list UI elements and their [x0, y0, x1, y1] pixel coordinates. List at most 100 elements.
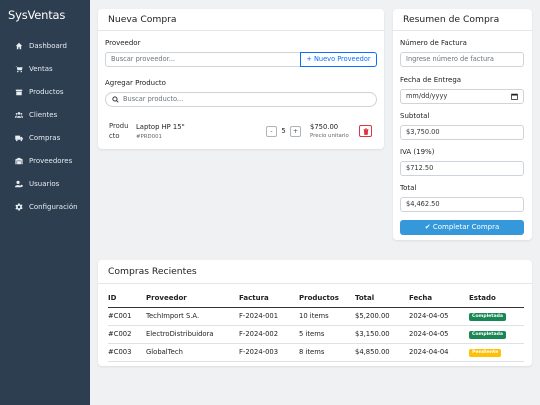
- completar-compra-label: Completar Compra: [432, 223, 500, 231]
- warehouse-icon: [14, 156, 23, 165]
- calendar-icon[interactable]: [511, 93, 518, 100]
- iva-label: IVA (19%): [400, 148, 435, 156]
- cell-total: $3,150.00: [355, 325, 409, 344]
- sidebar-item-clientes[interactable]: Clientes: [0, 103, 90, 126]
- sidebar-item-label: Clientes: [29, 110, 58, 119]
- fecha-label: Fecha de Entrega: [400, 76, 462, 84]
- total-field: $4,462.50: [400, 197, 524, 212]
- cell-estado: Completada: [469, 307, 524, 326]
- sidebar-item-ventas[interactable]: Ventas: [0, 57, 90, 80]
- resumen-title: Resumen de Compra: [393, 9, 532, 31]
- sidebar-item-label: Usuarios: [29, 179, 60, 188]
- product-price-note: Precio unitario: [310, 133, 349, 139]
- nueva-compra-card: Nueva Compra Proveedor Buscar proveedor.…: [98, 9, 384, 149]
- status-badge: Completada: [469, 313, 506, 321]
- cell-total: $5,200.00: [355, 307, 409, 326]
- fecha-entrega-input[interactable]: mm/dd/yyyy: [400, 89, 524, 104]
- col-header-factura: Factura: [239, 289, 299, 308]
- compras-recientes-title: Compras Recientes: [98, 260, 532, 284]
- iva-field: $712.50: [400, 161, 524, 176]
- product-item: Producto Laptop HP 15" #PRD001 - 5 + $75…: [105, 119, 377, 145]
- cell-factura: F-2024-002: [239, 325, 299, 344]
- sidebar-item-compras[interactable]: Compras: [0, 126, 90, 149]
- cell-productos: 8 items: [299, 343, 355, 362]
- col-header-fecha: Fecha: [409, 289, 469, 308]
- qty-minus-button[interactable]: -: [266, 126, 277, 137]
- cell-productos: 10 items: [299, 307, 355, 326]
- home-icon: [14, 41, 23, 50]
- sidebar-item-label: Compras: [29, 133, 61, 142]
- producto-search-input[interactable]: Buscar producto...: [105, 92, 377, 107]
- product-name: Laptop HP 15": [136, 123, 185, 131]
- table-header-row: ID Proveedor Factura Productos Total Fec…: [108, 289, 524, 308]
- nuevo-proveedor-button[interactable]: + Nuevo Proveedor: [300, 52, 377, 67]
- sidebar-item-label: Dashboard: [29, 41, 67, 50]
- factura-label: Número de Factura: [400, 39, 467, 47]
- cell-estado: Pendiente: [469, 343, 524, 362]
- col-header-productos: Productos: [299, 289, 355, 308]
- product-price: $750.00: [310, 123, 339, 131]
- sidebar: SysVentas Dashboard Ventas Productos Cli…: [0, 0, 90, 405]
- sidebar-item-label: Configuración: [29, 202, 78, 211]
- fecha-value: mm/dd/yyyy: [406, 92, 448, 100]
- users-icon: [14, 110, 23, 119]
- search-icon: [112, 96, 119, 103]
- cell-fecha: 2024-04-05: [409, 325, 469, 344]
- trash-icon: [362, 127, 369, 135]
- sidebar-item-usuarios[interactable]: Usuarios: [0, 172, 90, 195]
- completar-compra-button[interactable]: ✔ Completar Compra: [400, 220, 524, 235]
- sidebar-item-label: Proveedores: [29, 156, 73, 165]
- proveedor-label: Proveedor: [105, 39, 141, 47]
- cell-estado: Completada: [469, 325, 524, 344]
- cell-factura: F-2024-003: [239, 343, 299, 362]
- sidebar-item-productos[interactable]: Productos: [0, 80, 90, 103]
- factura-input[interactable]: Ingrese número de factura: [400, 52, 524, 67]
- col-header-proveedor: Proveedor: [146, 289, 239, 308]
- col-header-estado: Estado: [469, 289, 524, 308]
- cell-productos: 5 items: [299, 325, 355, 344]
- cell-proveedor: TechImport S.A.: [146, 307, 239, 326]
- total-label: Total: [400, 184, 417, 192]
- table-row[interactable]: #C003 GlobalTech F-2024-003 8 items $4,8…: [108, 343, 524, 362]
- producto-search-placeholder: Buscar producto...: [123, 95, 184, 103]
- qty-value[interactable]: 5: [281, 127, 286, 135]
- cell-fecha: 2024-04-04: [409, 343, 469, 362]
- cell-factura: F-2024-001: [239, 307, 299, 326]
- status-badge: Completada: [469, 331, 506, 339]
- agregar-producto-label: Agregar Producto: [105, 79, 166, 87]
- compras-recientes-card: Compras Recientes ID Proveedor Factura P…: [98, 260, 532, 366]
- cell-id: #C003: [108, 343, 146, 362]
- cell-id: #C001: [108, 307, 146, 326]
- box-icon: [14, 87, 23, 96]
- gear-icon: [14, 202, 23, 211]
- sidebar-item-label: Ventas: [29, 64, 53, 73]
- delete-item-button[interactable]: [359, 125, 372, 137]
- proveedor-search-input[interactable]: Buscar proveedor...: [105, 52, 301, 67]
- sidebar-item-configuracion[interactable]: Configuración: [0, 195, 90, 218]
- nueva-compra-title: Nueva Compra: [98, 9, 384, 31]
- resumen-card: Resumen de Compra Número de Factura Ingr…: [393, 9, 532, 240]
- cell-fecha: 2024-04-05: [409, 307, 469, 326]
- status-badge: Pendiente: [469, 349, 502, 357]
- subtotal-label: Subtotal: [400, 112, 430, 120]
- product-image: Producto: [109, 122, 129, 140]
- app-title: SysVentas: [8, 8, 66, 22]
- table-row[interactable]: #C002 ElectroDistribuidora F-2024-002 5 …: [108, 325, 524, 344]
- product-code: #PRD001: [136, 134, 162, 140]
- sidebar-item-dashboard[interactable]: Dashboard: [0, 34, 90, 57]
- sidebar-item-proveedores[interactable]: Proveedores: [0, 149, 90, 172]
- user-cog-icon: [14, 179, 23, 188]
- cell-total: $4,850.00: [355, 343, 409, 362]
- truck-icon: [14, 133, 23, 142]
- table-row[interactable]: #C001 TechImport S.A. F-2024-001 10 item…: [108, 307, 524, 326]
- cell-proveedor: ElectroDistribuidora: [146, 325, 239, 344]
- cell-proveedor: GlobalTech: [146, 343, 239, 362]
- qty-plus-button[interactable]: +: [290, 126, 301, 137]
- cart-icon: [14, 64, 23, 73]
- col-header-total: Total: [355, 289, 409, 308]
- col-header-id: ID: [108, 289, 146, 308]
- cell-id: #C002: [108, 325, 146, 344]
- subtotal-field: $3,750.00: [400, 125, 524, 140]
- check-icon: ✔: [424, 223, 431, 231]
- compras-table: ID Proveedor Factura Productos Total Fec…: [108, 289, 524, 362]
